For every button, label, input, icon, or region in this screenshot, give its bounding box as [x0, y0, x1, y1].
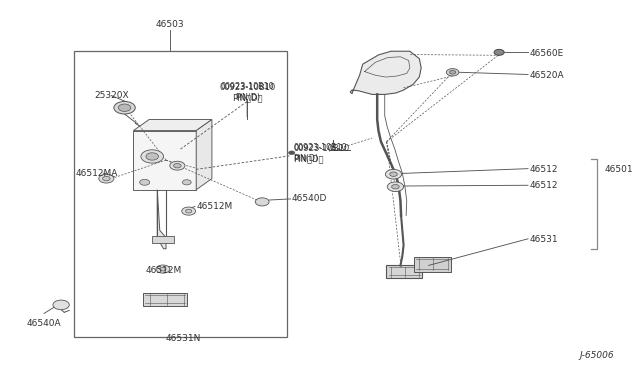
Text: 46520A: 46520A — [529, 71, 564, 80]
Text: 46540A: 46540A — [27, 319, 61, 328]
Text: J-65006: J-65006 — [579, 350, 614, 359]
Polygon shape — [152, 236, 174, 243]
Text: 00923-10B10: 00923-10B10 — [221, 82, 275, 91]
Text: 46512M: 46512M — [146, 266, 182, 275]
Circle shape — [446, 68, 459, 76]
Text: 46531: 46531 — [529, 235, 558, 244]
Circle shape — [102, 176, 110, 181]
Text: 00923-10B10: 00923-10B10 — [220, 83, 276, 92]
Text: PIN(D): PIN(D) — [294, 154, 319, 163]
Circle shape — [118, 104, 131, 112]
Circle shape — [494, 49, 504, 55]
Circle shape — [182, 180, 191, 185]
Circle shape — [146, 153, 159, 160]
Circle shape — [385, 169, 402, 179]
Circle shape — [99, 174, 114, 183]
Polygon shape — [157, 190, 166, 249]
Circle shape — [140, 179, 150, 185]
Text: PIN（D）: PIN（D） — [294, 155, 324, 164]
Text: 46512MA: 46512MA — [76, 169, 118, 177]
Circle shape — [114, 102, 135, 114]
Circle shape — [289, 151, 295, 155]
Polygon shape — [133, 131, 196, 190]
Circle shape — [186, 209, 192, 213]
Text: 46503: 46503 — [156, 20, 184, 29]
Circle shape — [182, 207, 196, 215]
Text: 46531N: 46531N — [166, 334, 202, 343]
Circle shape — [160, 267, 166, 271]
Text: 46512M: 46512M — [196, 202, 232, 211]
Circle shape — [173, 163, 181, 168]
Bar — [74, 51, 287, 337]
Text: 00923-10B10: 00923-10B10 — [294, 144, 350, 153]
Circle shape — [156, 265, 170, 273]
Circle shape — [141, 150, 164, 163]
Text: 00923-10B10: 00923-10B10 — [294, 143, 348, 152]
Circle shape — [387, 182, 404, 192]
Circle shape — [392, 185, 399, 189]
Polygon shape — [196, 119, 212, 190]
Polygon shape — [350, 51, 421, 94]
Text: 46512: 46512 — [529, 165, 558, 174]
Text: 46501: 46501 — [605, 165, 634, 174]
Text: 25320X: 25320X — [94, 91, 129, 100]
Polygon shape — [386, 265, 422, 278]
Text: PIN(D): PIN(D) — [235, 93, 260, 102]
Circle shape — [53, 300, 69, 310]
Polygon shape — [133, 119, 212, 131]
Circle shape — [449, 70, 456, 74]
Polygon shape — [143, 293, 187, 306]
Circle shape — [255, 198, 269, 206]
Polygon shape — [413, 257, 451, 272]
Text: 46560E: 46560E — [529, 49, 564, 58]
Text: 46540D: 46540D — [292, 195, 327, 203]
Text: PIN（D）: PIN（D） — [232, 94, 263, 103]
Circle shape — [390, 172, 397, 176]
Text: 46512: 46512 — [529, 182, 558, 190]
Circle shape — [170, 161, 185, 170]
